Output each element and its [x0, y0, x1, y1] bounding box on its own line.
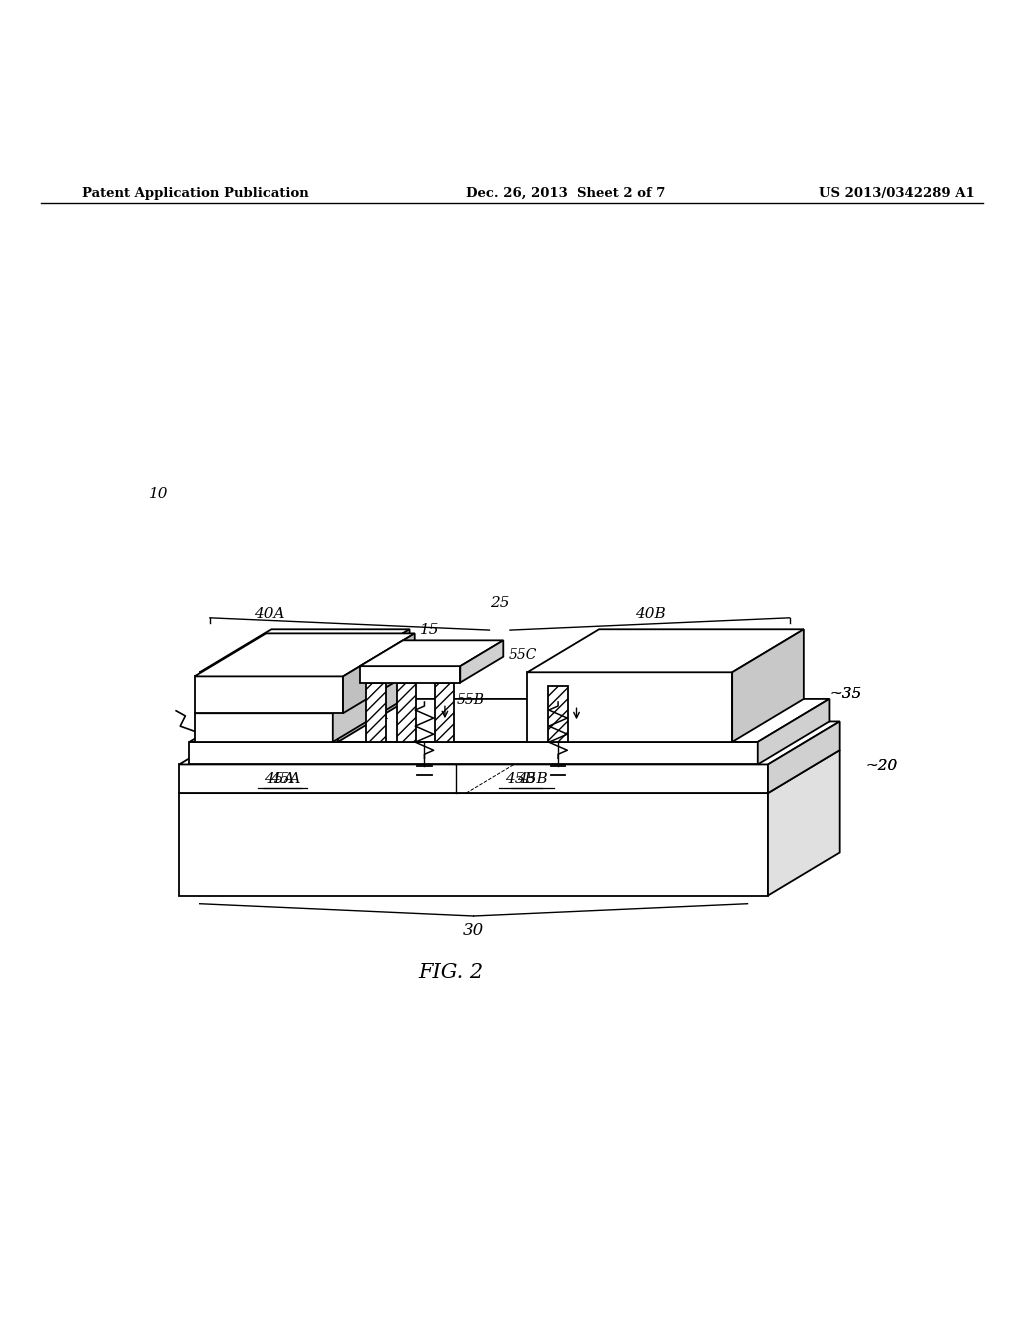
Polygon shape [195, 634, 415, 676]
Polygon shape [768, 722, 840, 793]
Bar [179, 764, 768, 793]
Polygon shape [189, 698, 829, 742]
Text: 45A: 45A [270, 772, 300, 785]
Polygon shape [200, 630, 410, 672]
Bar [527, 672, 732, 742]
Text: Patent Application Publication: Patent Application Publication [82, 186, 308, 199]
Text: 45B: 45B [517, 772, 548, 785]
Polygon shape [360, 640, 504, 667]
Text: ~35: ~35 [829, 688, 861, 701]
Text: 40A: 40A [254, 607, 284, 620]
Polygon shape [343, 634, 415, 713]
Polygon shape [758, 698, 829, 764]
Text: 50C: 50C [247, 688, 275, 702]
Text: 45B: 45B [505, 772, 537, 785]
Text: 25: 25 [489, 597, 510, 610]
Bar [434, 682, 455, 742]
Text: ~20: ~20 [865, 759, 897, 774]
Polygon shape [396, 657, 459, 682]
Text: 50B: 50B [243, 721, 270, 735]
Bar [189, 742, 758, 764]
Bar [179, 793, 768, 895]
Text: 55A: 55A [361, 709, 390, 722]
Polygon shape [179, 722, 840, 764]
Bar [360, 667, 461, 682]
Text: FIG. 2: FIG. 2 [418, 962, 483, 982]
Bar [548, 685, 568, 742]
Text: US 2013/0342289 A1: US 2013/0342289 A1 [819, 186, 975, 199]
Polygon shape [768, 750, 840, 895]
Text: 15: 15 [421, 623, 440, 638]
Bar [367, 682, 385, 742]
Text: 50A: 50A [258, 718, 286, 733]
Polygon shape [333, 671, 404, 742]
Text: 45A: 45A [264, 772, 295, 785]
Text: 30: 30 [463, 921, 484, 939]
Polygon shape [195, 671, 404, 713]
Text: 50A: 50A [247, 717, 275, 731]
Text: 10: 10 [148, 487, 169, 502]
Bar [195, 713, 333, 742]
Text: ~20: ~20 [865, 759, 897, 774]
Bar [195, 676, 343, 713]
Polygon shape [179, 750, 840, 793]
Polygon shape [527, 630, 804, 672]
Polygon shape [338, 630, 410, 742]
Bar [396, 682, 416, 742]
Text: 55C: 55C [509, 648, 537, 663]
Polygon shape [461, 640, 504, 682]
Polygon shape [732, 630, 804, 742]
Polygon shape [434, 657, 498, 682]
Polygon shape [367, 657, 428, 682]
Text: 55B: 55B [457, 693, 484, 708]
Bar [200, 672, 338, 742]
Text: 40B: 40B [635, 607, 666, 620]
Text: Dec. 26, 2013  Sheet 2 of 7: Dec. 26, 2013 Sheet 2 of 7 [466, 186, 666, 199]
Text: ~35: ~35 [829, 688, 861, 701]
